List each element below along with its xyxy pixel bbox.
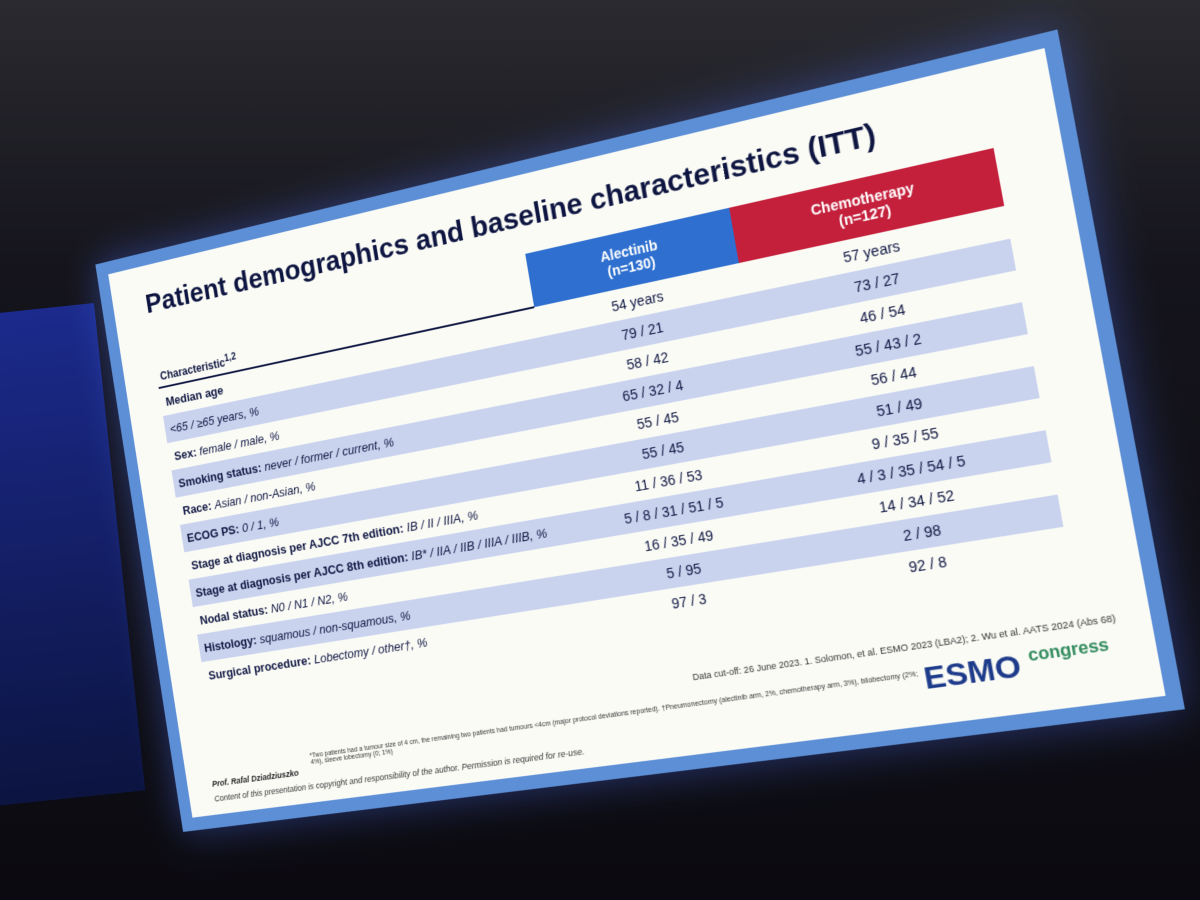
label-bold: Race: [181, 498, 213, 518]
projection-screen: Patient demographics and baseline charac… [95, 29, 1185, 832]
label-bold: Sex: [173, 444, 198, 463]
label-bold: Histology: [203, 632, 258, 655]
logo-word: congress [1026, 636, 1111, 666]
label-bold: ECOG PS: [185, 521, 241, 545]
label-detail: 0 / 1, % [240, 513, 280, 535]
characteristics-table: Characteristic1,2 Alectinib (n=130) Chemo… [150, 147, 1070, 690]
logo-brand: ESMO [921, 648, 1024, 697]
slide: Patient demographics and baseline charac… [108, 48, 1166, 818]
header-sup: 1,2 [223, 351, 237, 365]
label-bold: Nodal status: [198, 601, 269, 627]
